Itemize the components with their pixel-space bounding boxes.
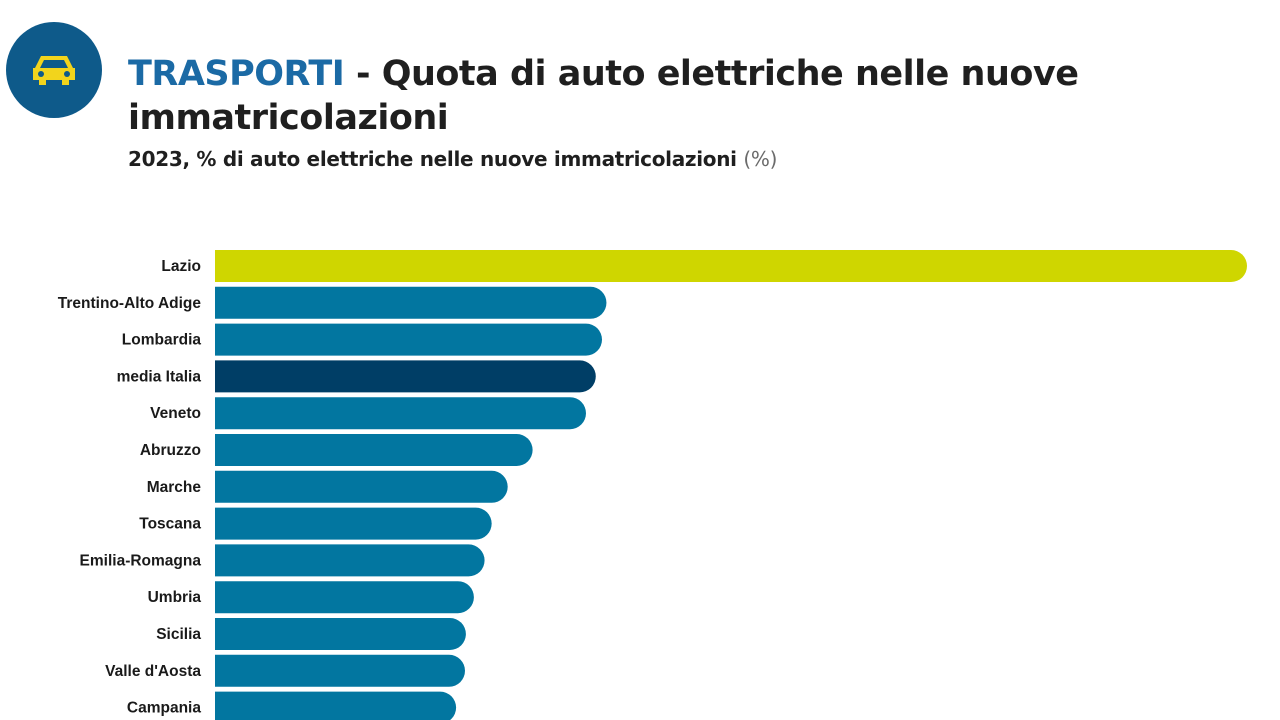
category-label: Trentino-Alto Adige [58, 295, 202, 312]
bar [215, 323, 602, 356]
bar-row: Lazio [161, 250, 1247, 282]
chart-subtitle: 2023, % di auto elettriche nelle nuove i… [128, 143, 777, 175]
category-label: Umbria [148, 589, 202, 606]
bar-row: Emilia-Romagna [80, 544, 485, 577]
bar [215, 360, 596, 393]
category-label: Valle d'Aosta [105, 663, 201, 680]
bar-row: media Italia [117, 360, 596, 393]
category-label: media Italia [117, 368, 202, 385]
category-label: Sicilia [156, 626, 201, 643]
subtitle-text: 2023, % di auto elettriche nelle nuove i… [128, 147, 737, 171]
category-label: Abruzzo [140, 442, 201, 459]
bar-row: Toscana [139, 507, 492, 540]
bar-row: Veneto [150, 397, 586, 430]
bar-row: Marche [147, 470, 508, 503]
bar-row: Campania [127, 691, 457, 720]
bar [215, 470, 508, 503]
title-text: - Quota di auto elettriche nelle nuove i… [128, 54, 1079, 138]
category-label: Toscana [139, 516, 201, 533]
chart-title: TRASPORTI - Quota di auto elettriche nel… [128, 52, 1128, 140]
bar [215, 434, 533, 466]
bar [215, 250, 1247, 282]
bar [215, 544, 485, 577]
bar-row: Lombardia [122, 323, 602, 356]
bar [215, 691, 457, 720]
category-label: Veneto [150, 405, 201, 422]
bar-row: Sicilia [156, 618, 466, 650]
bar-row: Umbria [148, 581, 474, 614]
car-icon [6, 22, 102, 118]
bar [215, 397, 586, 430]
title-keyword: TRASPORTI [128, 54, 345, 94]
category-label: Lombardia [122, 332, 202, 349]
bar [215, 286, 607, 319]
bar [215, 654, 465, 687]
category-label: Campania [127, 700, 201, 717]
bar-row: Valle d'Aosta [105, 654, 465, 687]
bar [215, 581, 474, 614]
bar [215, 618, 466, 650]
category-label: Marche [147, 479, 202, 496]
bar-row: Abruzzo [140, 434, 533, 466]
unit-label: (%) [743, 147, 778, 171]
bar-row: Trentino-Alto Adige [58, 286, 607, 319]
bar [215, 507, 492, 540]
category-label: Lazio [161, 258, 201, 275]
category-label: Emilia-Romagna [80, 552, 202, 569]
